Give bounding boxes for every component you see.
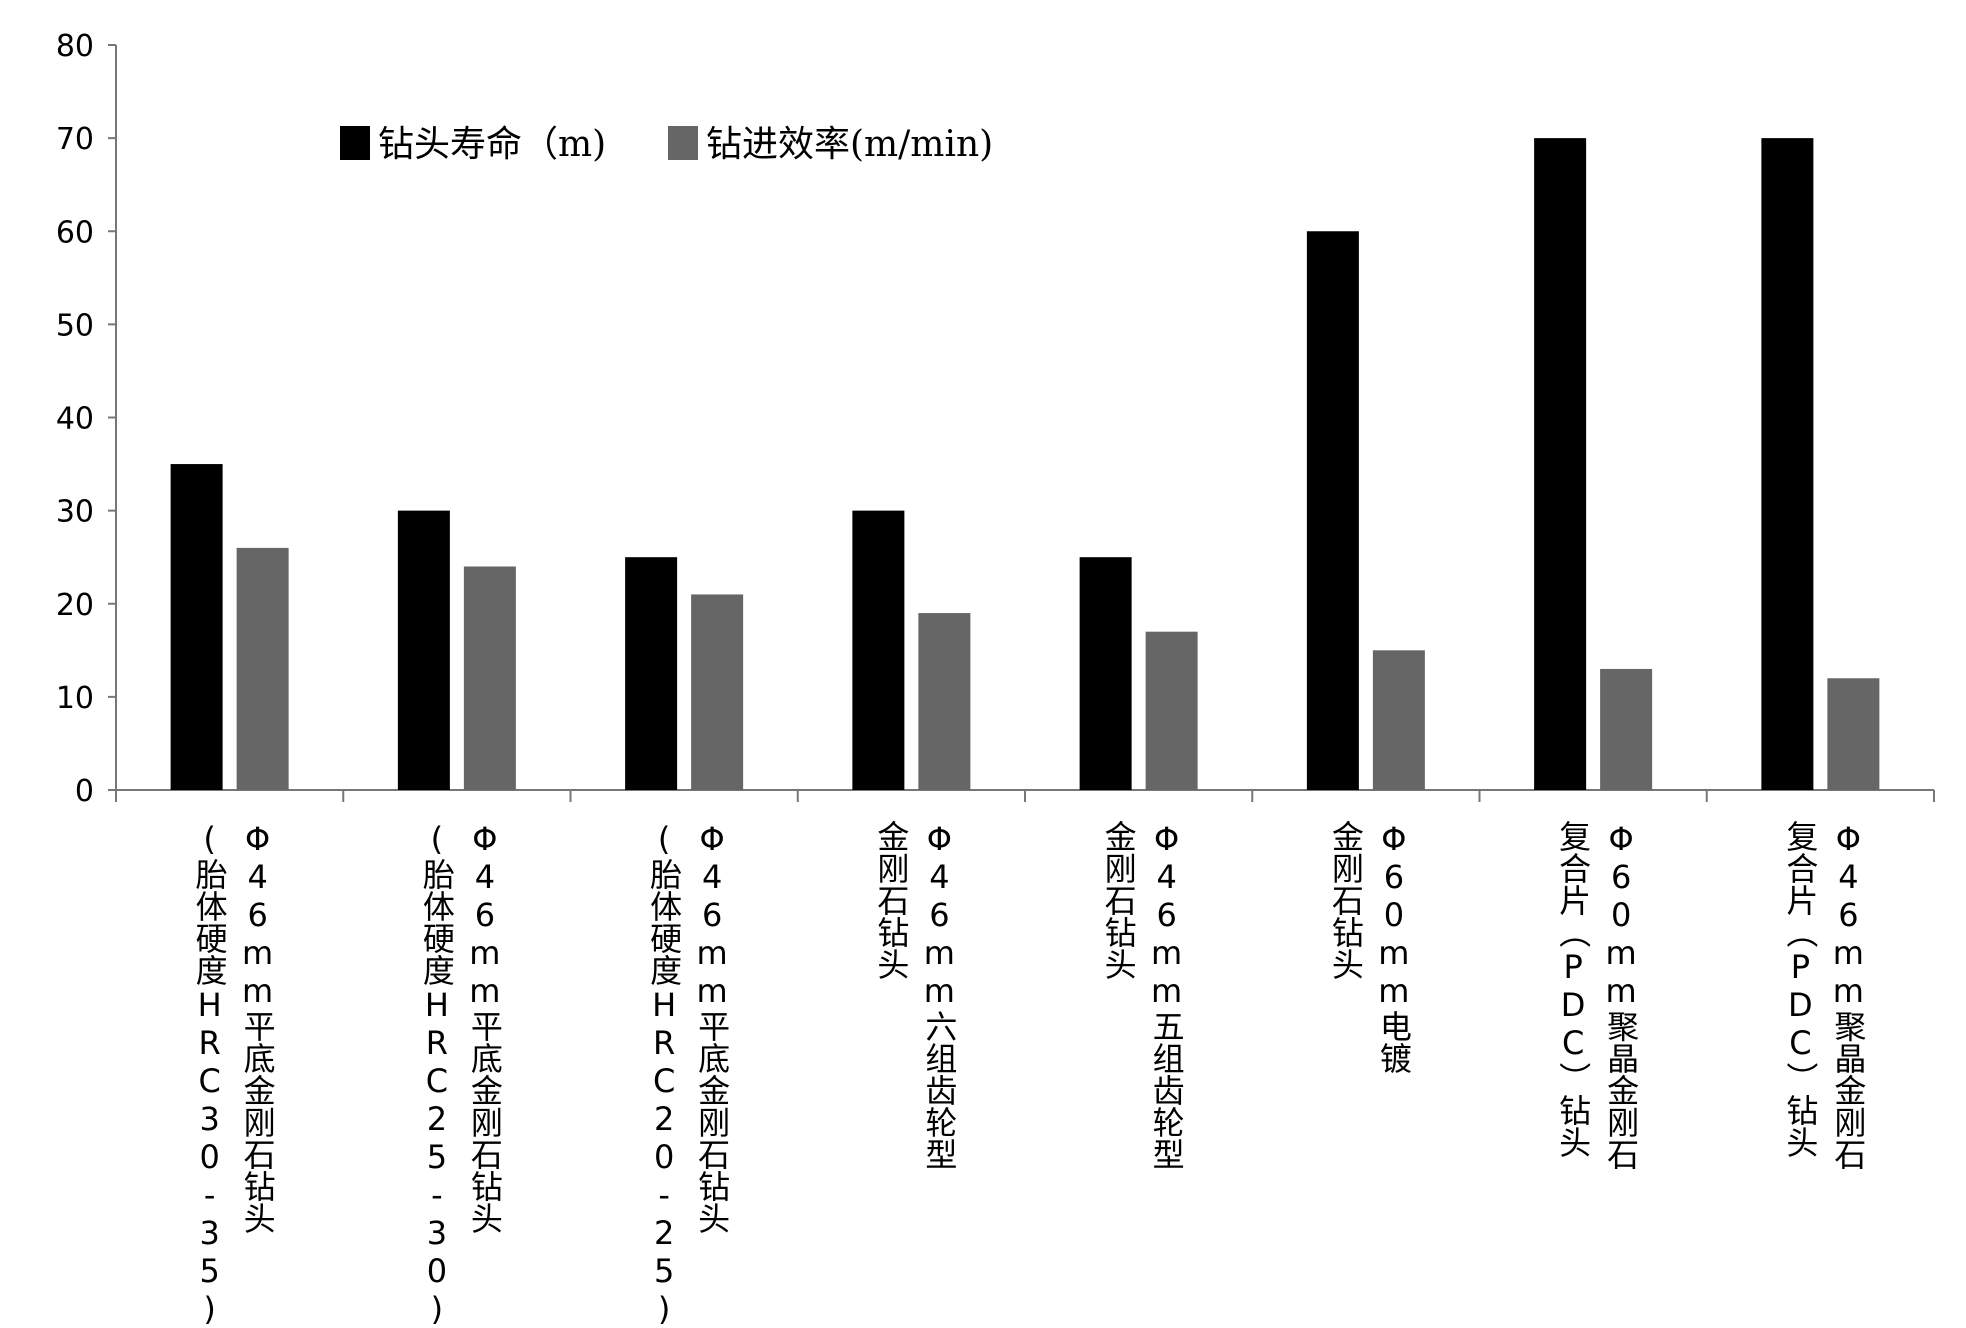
x-tick-label: 复合片（PDC）钻头 [1781,820,1820,1158]
x-tick-label: Φ60mm聚晶金刚石 [1602,820,1641,1170]
bar-efficiency [691,594,744,790]
x-axis [115,789,1935,802]
y-tick-label: 0 [75,774,94,809]
bar-life [852,510,905,790]
bar-efficiency [463,566,516,790]
y-tick-label: 20 [56,588,94,623]
bar-life [1306,231,1359,790]
y-tick-label: 80 [56,29,94,64]
bar-efficiency [1827,678,1880,790]
bar-efficiency [1372,650,1425,790]
bar-efficiency [1145,631,1198,790]
legend-label-efficiency: 钻进效率(m/min) [706,124,993,165]
legend-swatch-life [340,126,370,160]
x-tick-label: (胎体硬度HRC20-25) [645,820,684,1328]
bar-life [397,510,450,790]
x-tick-label: Φ46mm聚晶金刚石 [1829,820,1868,1170]
bar-life [1534,138,1587,790]
x-tick-label: Φ46mm平底金刚石钻头 [693,820,732,1234]
y-tick-label: 50 [56,308,94,343]
legend: 钻头寿命（m) 钻进效率(m/min) [340,124,993,165]
chart: 0 10 20 30 40 50 60 70 80 钻头寿命（m) 钻进效率(m/min) Φ4… [56,29,1935,1328]
x-tick-label: 金刚石钻头 [1326,820,1365,980]
x-tick-label: Φ60mm电镀 [1374,820,1413,1074]
x-tick-label: Φ46mm六组齿轮型 [920,820,959,1170]
x-tick-label: Φ46mm五组齿轮型 [1147,820,1186,1170]
y-axis: 0 10 20 30 40 50 60 70 80 [56,29,117,809]
y-tick-label: 60 [56,215,94,250]
chart-plot: 0 10 20 30 40 50 60 70 80 钻头寿命（m) 钻进效率(m/min) [56,29,1935,809]
bar-efficiency [918,613,971,790]
x-tick-label: (胎体硬度HRC30-35) [190,820,229,1328]
x-tick-label: 复合片（PDC）钻头 [1554,820,1593,1158]
y-tick-label: 40 [56,402,94,437]
legend-label-life: 钻头寿命（m) [378,124,606,165]
x-tick-label: Φ46mm平底金刚石钻头 [465,820,504,1234]
x-tick-label: Φ46mm平底金刚石钻头 [238,820,277,1234]
x-tick-label: 金刚石钻头 [1099,820,1138,980]
bar-efficiency [1600,668,1653,790]
y-tick-label: 70 [56,122,94,157]
bars [170,138,1880,790]
x-tick-label: (胎体硬度HRC25-30) [417,820,456,1328]
y-tick-label: 10 [56,681,94,716]
x-tick-label: 金刚石钻头 [872,820,911,980]
bar-life [170,464,223,790]
bar-life [1079,557,1132,790]
legend-swatch-efficiency [668,126,698,160]
bar-life [625,557,678,790]
bar-life [1761,138,1814,790]
y-tick-label: 30 [56,495,94,530]
bar-efficiency [236,547,289,790]
